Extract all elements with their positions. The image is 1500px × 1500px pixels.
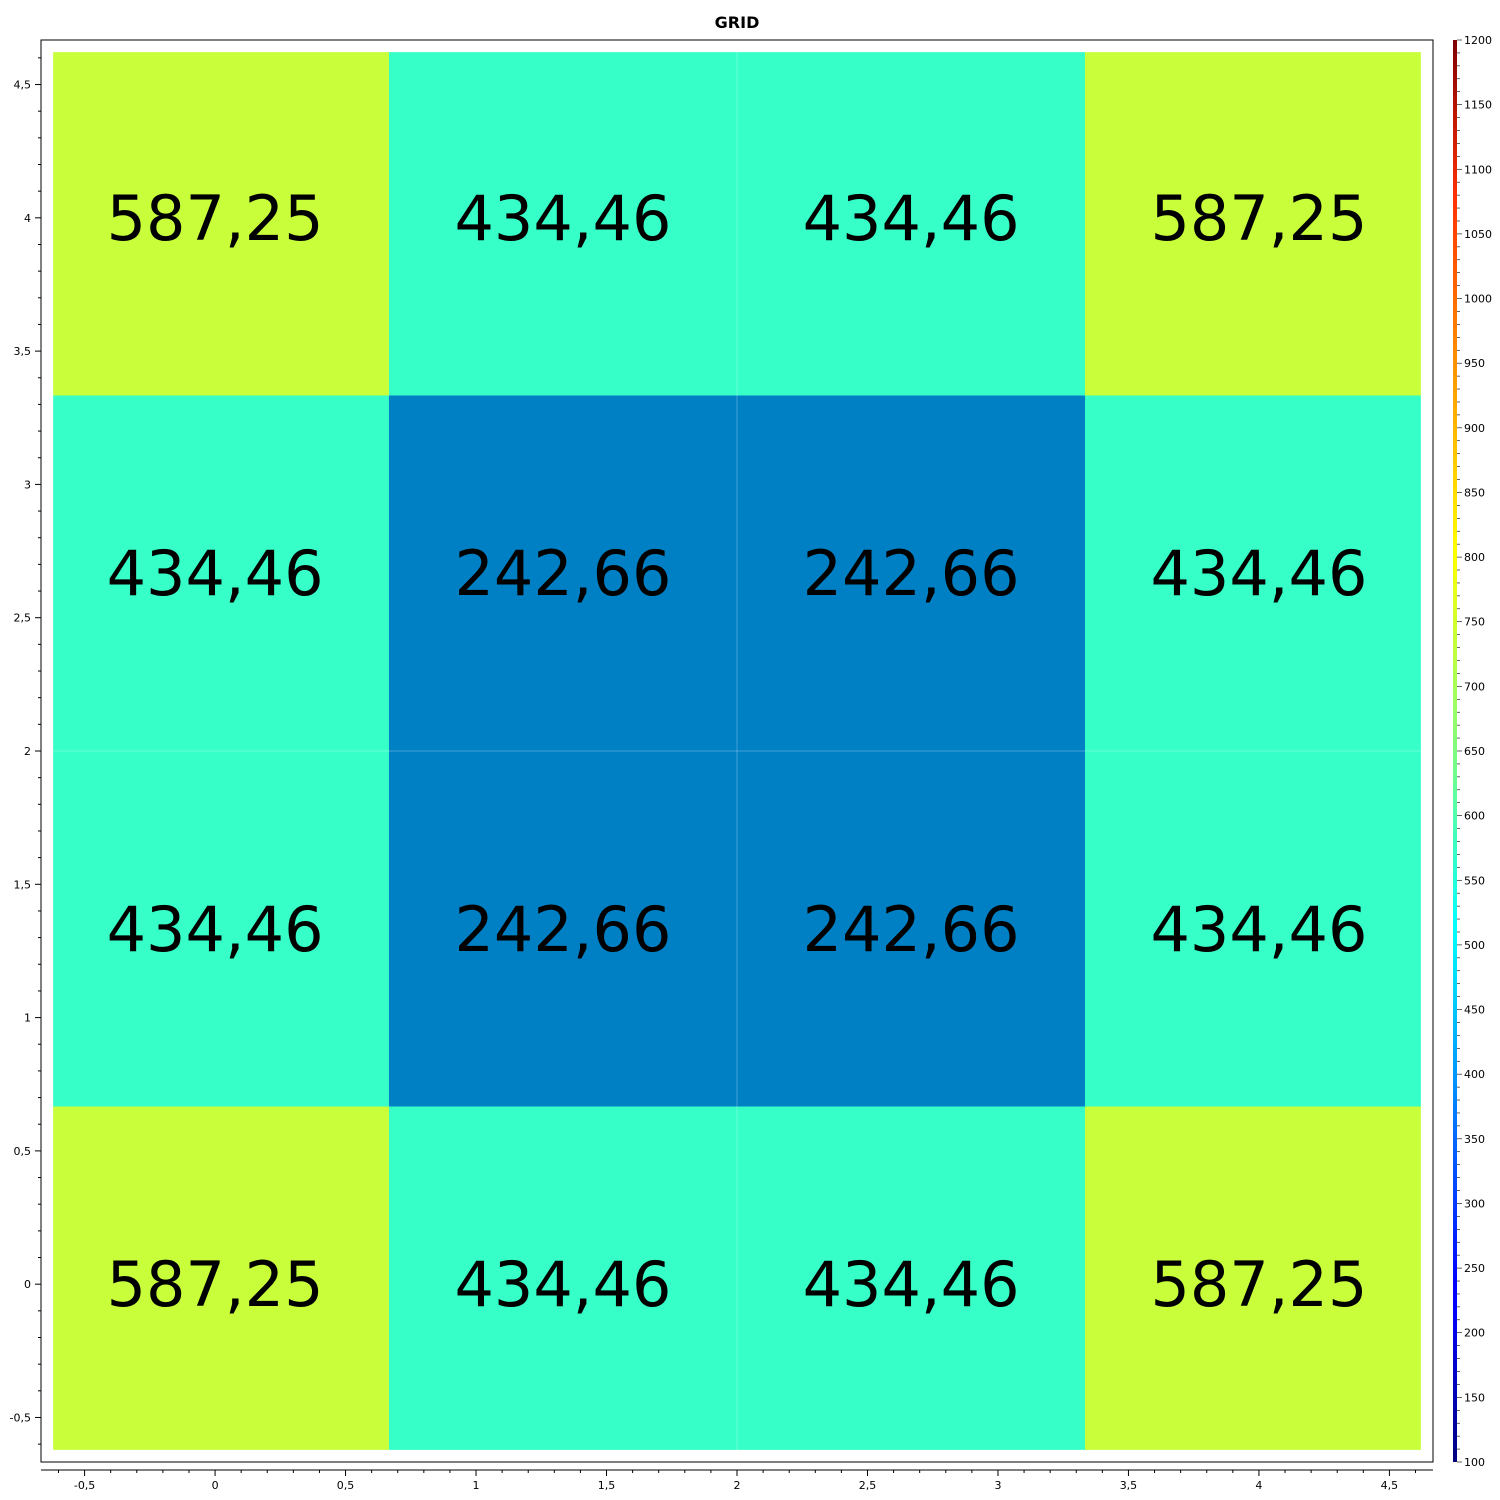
cell-value-label: 242,66: [454, 893, 671, 966]
colorbar-tick-label: 700: [1464, 680, 1485, 693]
x-tick-label: 4: [1255, 1479, 1262, 1492]
x-tick-label: 3,5: [1120, 1479, 1138, 1492]
heatmap-cells: [53, 52, 1421, 1450]
cell-value-label: 434,46: [454, 182, 671, 255]
heatmap-cell: [53, 1106, 389, 1450]
y-tick-label: 0,5: [14, 1145, 32, 1158]
colorbar-tick-label: 1200: [1464, 34, 1492, 47]
colorbar-tick-label: 200: [1464, 1327, 1485, 1340]
colorbar-tick-label: 600: [1464, 810, 1485, 823]
x-tick-label: 0: [212, 1479, 219, 1492]
colorbar-tick-label: 950: [1464, 357, 1485, 370]
heatmap-cell: [737, 52, 1085, 396]
heatmap-cell: [737, 395, 1085, 751]
cell-value-label: 242,66: [803, 537, 1020, 610]
colorbar-gradient: [1453, 40, 1457, 1462]
y-tick-label: 4,5: [14, 79, 32, 92]
colorbar-tick-label: 500: [1464, 939, 1485, 952]
colorbar-tick-label: 1100: [1464, 163, 1492, 176]
x-tick-label: 0,5: [337, 1479, 355, 1492]
heatmap-cell-labels: 587,25 434,46 434,46 587,25 434,46 242,66 242,…: [107, 182, 1368, 1321]
heatmap-cell: [737, 751, 1085, 1107]
cell-value-label: 434,46: [107, 893, 324, 966]
colorbar-tick-label: 1000: [1464, 293, 1492, 306]
x-tick-label: 3: [994, 1479, 1001, 1492]
cell-value-label: 434,46: [1150, 893, 1367, 966]
y-tick-label: 0: [24, 1278, 31, 1291]
x-tick-label: -0,5: [74, 1479, 95, 1492]
cell-value-label: 434,46: [454, 1248, 671, 1321]
x-tick-label: 2: [734, 1479, 741, 1492]
cell-value-label: 587,25: [1150, 1248, 1367, 1321]
cell-value-label: 434,46: [803, 1248, 1020, 1321]
y-tick-label: -0,5: [10, 1411, 31, 1424]
heatmap-cell: [53, 395, 389, 751]
heatmap-cell: [389, 751, 737, 1107]
y-tick-label: 1,5: [14, 878, 32, 891]
heatmap-cell: [389, 395, 737, 751]
y-tick-label: 2: [24, 745, 31, 758]
heatmap-cell: [1085, 395, 1421, 751]
colorbar-tick-label: 850: [1464, 486, 1485, 499]
chart-title: GRID: [715, 13, 760, 32]
cell-value-label: 242,66: [803, 893, 1020, 966]
heatmap-cell: [53, 751, 389, 1107]
colorbar-tick-label: 450: [1464, 1004, 1485, 1017]
cell-value-label: 587,25: [1150, 182, 1367, 255]
heatmap-cell: [737, 1106, 1085, 1450]
x-tick-label: 4,5: [1381, 1479, 1399, 1492]
colorbar-tick-label: 550: [1464, 874, 1485, 887]
cell-value-label: 242,66: [454, 537, 671, 610]
colorbar-tick-label: 100: [1464, 1456, 1485, 1469]
colorbar-tick-label: 800: [1464, 551, 1485, 564]
colorbar-tick-label: 150: [1464, 1391, 1485, 1404]
x-axis: -0,5 0 0,5 1 1,5 2 2,5 3 3,5 4 4,5: [41, 1469, 1433, 1492]
cell-value-label: 434,46: [803, 182, 1020, 255]
y-tick-label: 4: [24, 212, 31, 225]
colorbar-tick-label: 300: [1464, 1197, 1485, 1210]
y-tick-label: 3,5: [14, 345, 32, 358]
cell-value-label: 587,25: [107, 182, 324, 255]
heatmap-cell: [1085, 1106, 1421, 1450]
cell-value-label: 434,46: [107, 537, 324, 610]
colorbar-tick-label: 250: [1464, 1262, 1485, 1275]
colorbar-tick-label: 1150: [1464, 99, 1492, 112]
heatmap-cell: [389, 1106, 737, 1450]
y-tick-label: 3: [24, 478, 31, 491]
heatmap-cell: [1085, 52, 1421, 396]
y-tick-label: 2,5: [14, 612, 32, 625]
colorbar-tick-label: 350: [1464, 1133, 1485, 1146]
heatmap-cell: [389, 52, 737, 396]
heatmap-cell: [1085, 751, 1421, 1107]
x-tick-label: 1,5: [598, 1479, 616, 1492]
heatmap-cell: [53, 52, 389, 396]
colorbar-tick-label: 650: [1464, 745, 1485, 758]
colorbar-tick-label: 900: [1464, 422, 1485, 435]
y-tick-label: 1: [24, 1012, 31, 1025]
cell-value-label: 587,25: [107, 1248, 324, 1321]
colorbar-tick-label: 750: [1464, 616, 1485, 629]
x-tick-label: 2,5: [859, 1479, 877, 1492]
colorbar: 100 150 200 250 300 350 400 450 500 550 600 650 700 7…: [1453, 34, 1492, 1469]
cell-value-label: 434,46: [1150, 537, 1367, 610]
y-axis: -0,5 0 0,5 1 1,5 2 2,5 3 3,5 4 4,5: [10, 57, 41, 1445]
colorbar-tick-label: 400: [1464, 1068, 1485, 1081]
colorbar-tick-label: 1050: [1464, 228, 1492, 241]
x-tick-label: 1: [473, 1479, 480, 1492]
